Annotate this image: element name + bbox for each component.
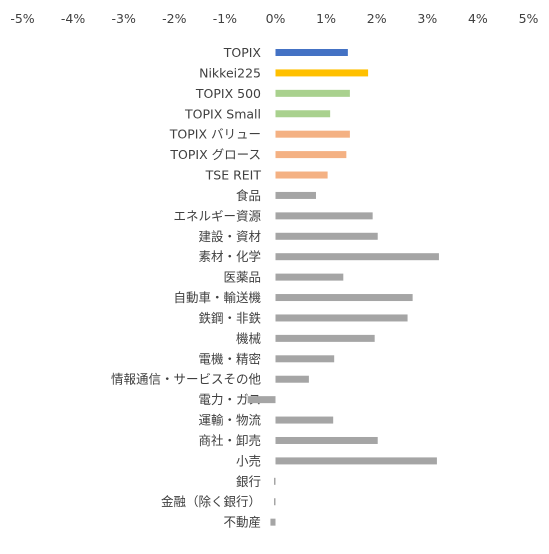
category-label: 鉄鋼・非鉄 xyxy=(198,310,261,325)
category-label: 情報通信・サービスその他 xyxy=(111,372,262,387)
category-label: TOPIX バリュー xyxy=(169,127,261,142)
bar xyxy=(247,396,276,404)
bar xyxy=(270,518,276,526)
bar xyxy=(275,334,375,342)
x-tick-label: -5% xyxy=(10,11,34,26)
bar xyxy=(275,232,378,240)
bar xyxy=(275,171,328,179)
bar xyxy=(275,273,344,281)
category-label: エネルギー資源 xyxy=(173,208,261,223)
x-tick-label: 2% xyxy=(367,11,387,26)
category-label: TOPIX xyxy=(223,45,262,60)
x-tick-label: 5% xyxy=(519,11,539,26)
category-label: TOPIX Small xyxy=(184,106,261,121)
bar xyxy=(275,151,347,159)
bar xyxy=(275,49,348,56)
bar xyxy=(275,355,335,363)
category-label: 素材・化学 xyxy=(198,249,261,264)
x-tick-label: -3% xyxy=(112,11,136,26)
category-label: 金融（除く銀行） xyxy=(161,494,261,509)
category-label: TOPIX グロース xyxy=(169,147,261,162)
category-label: TOPIX 500 xyxy=(195,86,261,101)
bar xyxy=(275,253,439,261)
category-labels: TOPIX Nikkei225 TOPIX 500 TOPIX Small TOPIX … xyxy=(111,45,262,530)
category-label: 建設・資材 xyxy=(198,229,261,244)
category-label: 医薬品 xyxy=(223,270,261,285)
x-tick-label: -4% xyxy=(61,11,85,26)
x-tick-label: -1% xyxy=(213,11,237,26)
category-label: 電力・ガス xyxy=(198,392,261,407)
bar xyxy=(275,110,331,118)
bar xyxy=(275,457,437,465)
x-tick-label: 0% xyxy=(266,11,286,26)
category-label: 機械 xyxy=(236,331,262,346)
bar xyxy=(275,436,378,444)
bar xyxy=(275,191,316,199)
bar xyxy=(275,89,350,97)
bar xyxy=(275,212,373,220)
category-label: 電機・精密 xyxy=(198,351,261,366)
bar xyxy=(275,416,334,424)
x-tick-label: 1% xyxy=(316,11,336,26)
x-axis-tick-labels: -5% -4% -3% -2% -1% 0% 1% 2% 3% 4% 5% xyxy=(10,11,538,26)
bar xyxy=(275,314,408,322)
category-label: TSE REIT xyxy=(205,168,262,183)
category-label: 不動産 xyxy=(223,515,261,530)
bar xyxy=(275,375,309,383)
category-label: 小売 xyxy=(236,453,261,468)
bar xyxy=(275,69,369,77)
bar xyxy=(274,477,276,485)
bar xyxy=(275,130,350,138)
bars xyxy=(247,49,439,526)
bar xyxy=(275,294,413,302)
x-tick-label: 4% xyxy=(468,11,488,26)
bar xyxy=(274,498,276,506)
category-label: 商社・卸売 xyxy=(198,433,261,448)
category-label: Nikkei225 xyxy=(199,65,261,80)
x-tick-label: -2% xyxy=(162,11,186,26)
category-label: 食品 xyxy=(236,188,261,203)
x-tick-label: 3% xyxy=(417,11,437,26)
category-label: 銀行 xyxy=(236,474,261,489)
category-label: 運輸・物流 xyxy=(198,413,261,428)
category-label: 自動車・輸送機 xyxy=(173,290,261,305)
